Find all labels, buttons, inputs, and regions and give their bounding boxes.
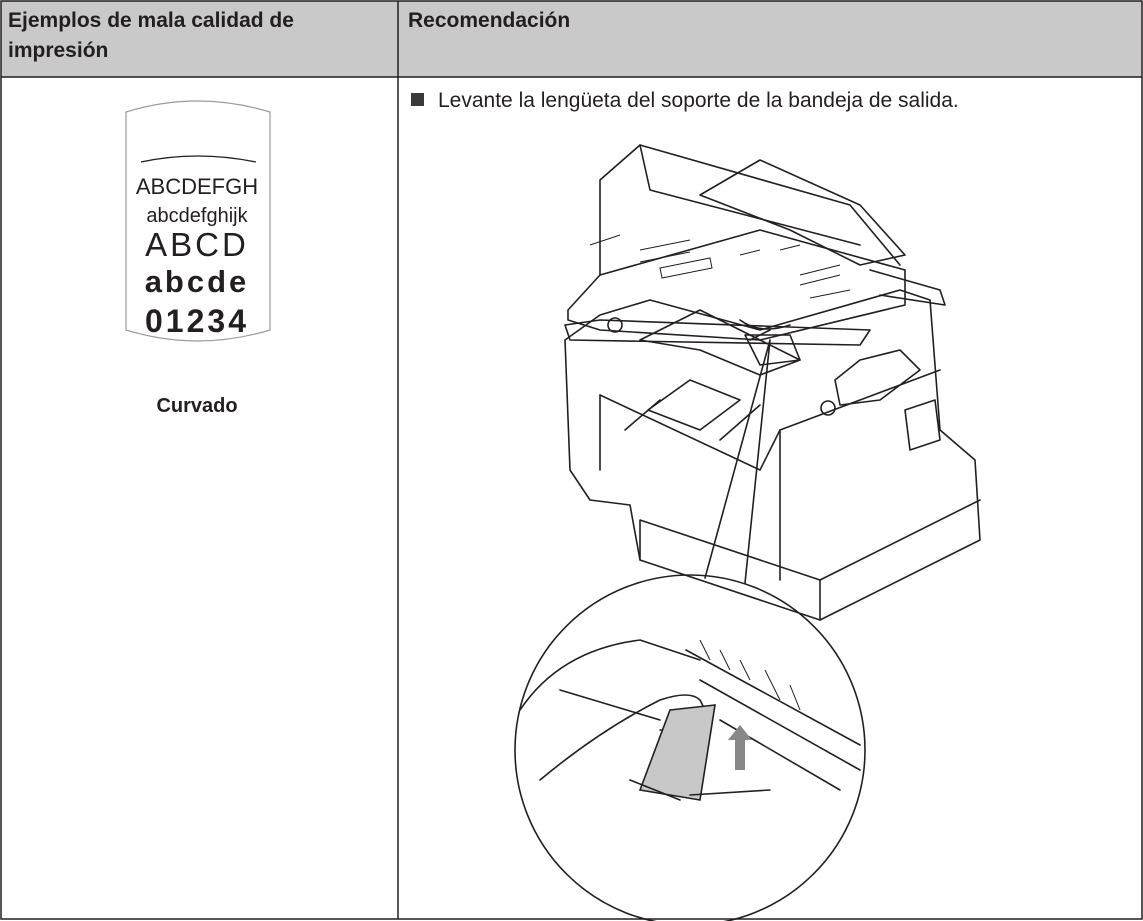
header-cell: Recomendación — [408, 9, 570, 32]
sample-text: abcdefghijk — [146, 205, 248, 227]
curled-paper — [125, 100, 271, 342]
sample-text: ABCDEFGH — [136, 174, 258, 199]
sample-text: 01234 — [145, 303, 249, 339]
header-line: impresión — [8, 39, 108, 62]
curl-line — [140, 155, 257, 163]
sample-text: abcde — [145, 264, 250, 299]
header-line: Ejemplos de mala calidad de — [8, 9, 294, 32]
header-row — [1, 1, 1142, 77]
header-cell: Ejemplos de mala calidad de impresión — [8, 9, 294, 62]
bullet — [411, 93, 424, 106]
printer-illustration — [514, 144, 981, 921]
sample-text: ABCD — [145, 226, 249, 263]
caption: Curvado — [156, 395, 237, 417]
recommendation: Levante la lengüeta del soporte de la ba… — [438, 89, 959, 112]
